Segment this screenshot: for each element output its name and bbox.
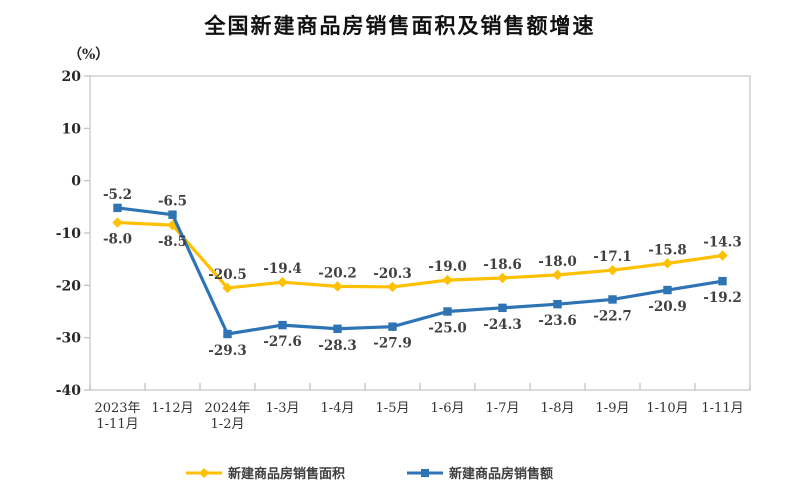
data-label-sales-area: -17.1 (593, 249, 631, 265)
data-label-sales-amount: -22.7 (593, 308, 631, 324)
x-tick-label: 1-10月 (646, 401, 688, 416)
data-label-sales-amount: -6.5 (158, 194, 187, 210)
y-tick-label: -10 (56, 226, 82, 242)
data-label-sales-area: -19.4 (263, 261, 301, 277)
marker-square (663, 285, 672, 295)
data-label-sales-amount: -25.0 (428, 321, 466, 337)
marker-square (608, 295, 617, 304)
marker-diamond (717, 250, 728, 261)
x-tick-label: 1-3月 (266, 401, 300, 416)
legend-swatch-diamond-icon (186, 467, 222, 478)
marker-square (718, 276, 727, 286)
data-label-sales-area: -19.0 (428, 259, 466, 275)
x-tick-label: 1-11月 (701, 401, 743, 416)
x-tick-label: 1-5月 (376, 401, 410, 416)
legend-label-sales-amount: 新建商品房销售额 (449, 467, 554, 482)
marker-square (388, 322, 397, 331)
x-tick-label: 1-9月 (596, 401, 630, 416)
x-tick-label: 2023年 1-11月 (94, 401, 140, 432)
marker-square (278, 320, 287, 330)
y-tick-label: -30 (56, 331, 82, 347)
y-tick-label: -40 (56, 383, 82, 399)
plot-border (89, 75, 751, 391)
data-label-sales-amount: -29.3 (208, 343, 246, 359)
marker-square (168, 210, 177, 219)
x-tick-label: 1-4月 (321, 401, 355, 416)
series-line-sales-area (115, 220, 725, 290)
marker-diamond (442, 274, 453, 286)
x-tick-label: 1-6月 (431, 401, 465, 416)
marker-square (113, 203, 122, 213)
x-tick-label: 1-7月 (486, 401, 520, 416)
marker-diamond (387, 281, 398, 293)
marker-diamond (222, 282, 233, 294)
y-axis-unit-label: （%） (68, 47, 110, 63)
series-line-sales-amount (115, 206, 725, 336)
legend-swatch-square-icon (407, 468, 444, 477)
data-label-sales-amount: -5.2 (103, 187, 132, 203)
marker-diamond (277, 276, 288, 288)
marker-diamond (112, 217, 123, 228)
y-tick-label: -20 (56, 278, 82, 294)
data-label-sales-area: -8.5 (158, 234, 187, 250)
data-label-sales-area: -15.8 (648, 242, 686, 258)
data-label-sales-amount: -20.9 (648, 299, 686, 315)
data-label-sales-amount: -27.9 (373, 336, 411, 352)
data-label-sales-area: -20.3 (373, 266, 411, 282)
data-label-sales-area: -8.0 (103, 232, 132, 248)
data-label-sales-area: -18.0 (538, 254, 576, 270)
chart-legend: 新建商品房销售面积 新建商品房销售额 (186, 463, 553, 482)
x-tick-label: 1-12月 (151, 401, 193, 416)
data-label-sales-amount: -27.6 (263, 334, 301, 350)
marker-square (498, 303, 507, 313)
y-tick-label: 20 (62, 69, 82, 85)
marker-diamond (497, 272, 508, 284)
x-tick-label: 2024年 1-2月 (204, 401, 250, 432)
data-label-sales-area: -14.3 (703, 235, 741, 251)
marker-diamond (332, 281, 343, 292)
marker-diamond (607, 264, 618, 276)
y-tick-label: 0 (71, 174, 81, 190)
marker-diamond (662, 258, 673, 269)
marker-diamond (552, 269, 563, 281)
legend-item-sales-area: 新建商品房销售面积 (186, 463, 345, 482)
data-label-sales-amount: -24.3 (483, 317, 521, 333)
marker-square (333, 324, 342, 333)
chart-title: 全国新建商品房销售面积及销售额增速 (204, 15, 596, 38)
legend-label-sales-area: 新建商品房销售面积 (228, 467, 346, 482)
y-tick-label: 10 (62, 121, 82, 137)
data-label-sales-amount: -28.3 (318, 338, 356, 354)
data-label-sales-amount: -19.2 (703, 290, 741, 306)
data-label-sales-area: -20.2 (318, 265, 356, 281)
marker-square (223, 329, 232, 339)
legend-item-sales-amount: 新建商品房销售额 (407, 463, 553, 482)
marker-square (553, 299, 562, 309)
data-label-sales-amount: -23.6 (538, 313, 576, 329)
data-label-sales-area: -20.5 (208, 267, 246, 283)
data-label-sales-area: -18.6 (483, 257, 521, 273)
marker-square (443, 307, 452, 316)
x-tick-label: 1-8月 (541, 401, 575, 416)
